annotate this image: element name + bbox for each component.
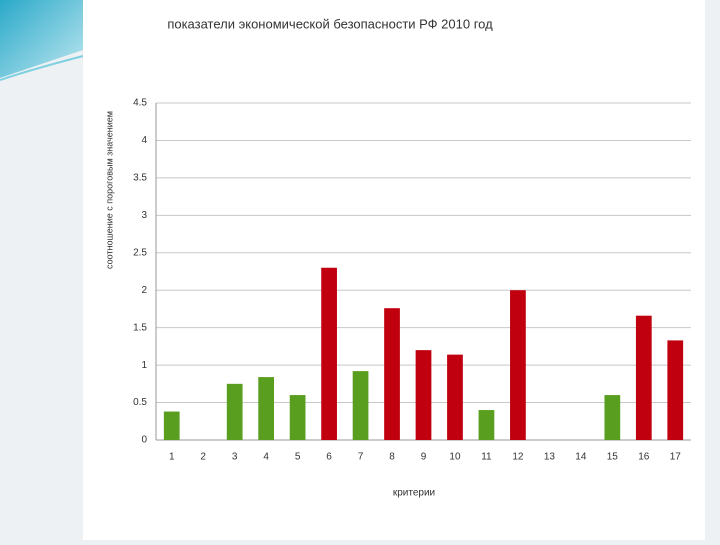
x-tick-label: 4 <box>263 452 269 463</box>
bar <box>447 354 463 440</box>
x-tick-label: 16 <box>638 452 650 463</box>
y-tick-label: 3 <box>141 210 147 221</box>
decoration <box>0 0 83 78</box>
y-tick-label: 2.5 <box>133 247 147 258</box>
y-tick-label: 0.5 <box>133 397 147 408</box>
y-tick-label: 4 <box>141 135 147 146</box>
y-tick-label: 0 <box>141 435 147 446</box>
x-tick-label: 13 <box>544 452 556 463</box>
y-tick-label: 3.5 <box>133 173 147 184</box>
bar <box>384 308 400 440</box>
bar <box>352 371 369 440</box>
x-tick-label: 8 <box>389 452 395 463</box>
y-tick-label: 2 <box>141 285 147 296</box>
x-tick-label: 1 <box>169 452 175 463</box>
x-tick-label: 7 <box>358 452 364 463</box>
y-tick-label: 4.5 <box>133 98 147 109</box>
bar <box>226 383 243 440</box>
bar <box>289 395 306 440</box>
x-tick-label: 17 <box>670 452 682 463</box>
chart-title: показатели экономической безопасности РФ… <box>167 16 493 31</box>
x-tick-label: 2 <box>200 452 206 463</box>
bar <box>604 395 621 440</box>
x-tick-label: 6 <box>326 452 332 463</box>
bar <box>667 340 684 440</box>
bar <box>510 290 526 440</box>
slide-panel <box>83 0 705 540</box>
y-tick-label: 1 <box>141 360 147 371</box>
bar <box>478 410 495 440</box>
bar <box>415 350 432 440</box>
bar <box>635 315 652 440</box>
decoration <box>0 55 84 81</box>
bar <box>321 267 337 440</box>
y-tick-label: 1.5 <box>133 322 147 333</box>
bar <box>163 411 180 440</box>
bar <box>258 377 275 440</box>
x-tick-label: 14 <box>575 452 587 463</box>
x-tick-label: 12 <box>512 452 524 463</box>
x-tick-label: 5 <box>295 452 301 463</box>
x-axis-label: критерии <box>393 488 435 499</box>
x-tick-label: 10 <box>449 452 461 463</box>
x-tick-label: 3 <box>232 452 238 463</box>
y-axis-label: соотношение с пороговым значением <box>104 111 114 269</box>
x-tick-label: 9 <box>421 452 427 463</box>
x-tick-label: 15 <box>607 452 619 463</box>
x-tick-label: 11 <box>481 452 492 463</box>
